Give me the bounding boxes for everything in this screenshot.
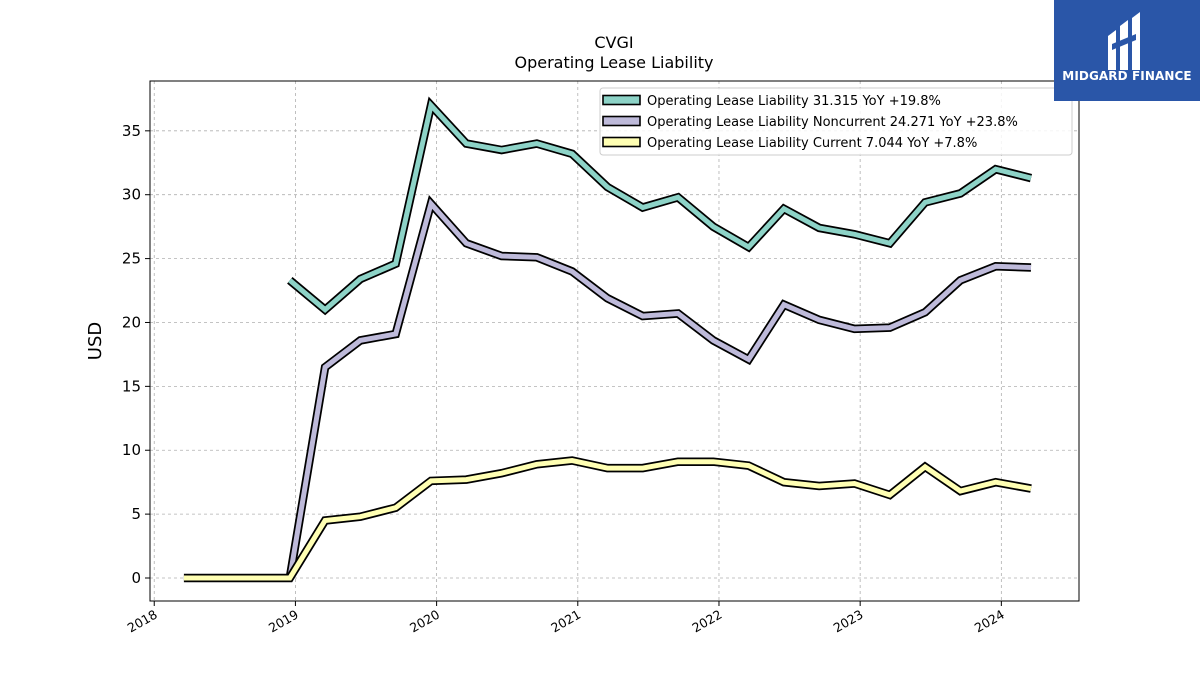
y-tick-label: 10: [122, 441, 141, 459]
series-line-0: [288, 100, 1032, 313]
chart-subtitle: Operating Lease Liability: [514, 53, 713, 72]
x-tick-label: 2024: [972, 607, 1007, 636]
legend-swatch: [602, 94, 641, 106]
y-tick-label: 30: [122, 186, 141, 204]
brand-logo: MIDGARD FINANCE: [1054, 0, 1200, 101]
legend-box: [599, 87, 1073, 156]
plot-frame: [149, 80, 1080, 602]
y-tick-label: 0: [131, 569, 141, 587]
series-line-2: [183, 457, 1032, 581]
chart-title: CVGI: [594, 33, 633, 52]
y-tick-label: 20: [122, 313, 141, 331]
series-outline-2: [183, 456, 1032, 583]
series-line-1: [287, 198, 1032, 579]
y-tick-label: 25: [122, 250, 141, 268]
x-tick-label: 2018: [125, 607, 160, 636]
series-outline-1: [285, 195, 1032, 579]
gridlines: [150, 81, 1079, 601]
brand-name: MIDGARD FINANCE: [1062, 69, 1192, 83]
legend-swatch: [602, 115, 641, 127]
y-tick-label: 15: [122, 377, 141, 395]
legend-entry: Operating Lease Liability Current 7.044 …: [647, 136, 977, 151]
x-tick-label: 2022: [689, 607, 724, 636]
x-tick-label: 2023: [831, 607, 866, 636]
legend-swatch: [602, 136, 641, 148]
x-tick-label: 2020: [407, 607, 442, 636]
x-axis: 2018 2019 2020 2021 2022 2023 2024: [125, 601, 1007, 636]
y-axis: 0 5 10 15 20 25 30 35: [122, 122, 150, 587]
y-tick-label: 5: [131, 505, 141, 523]
brand-mark-icon: [1108, 12, 1140, 70]
legend-entry: Operating Lease Liability 31.315 YoY +19…: [647, 94, 941, 109]
y-axis-label: USD: [85, 322, 106, 360]
x-tick-label: 2021: [548, 607, 583, 636]
series-lines: [183, 96, 1033, 583]
legend: Operating Lease Liability 31.315 YoY +19…: [599, 87, 1073, 156]
legend-entry: Operating Lease Liability Noncurrent 24.…: [647, 115, 1018, 130]
y-tick-label: 35: [122, 122, 141, 140]
x-tick-label: 2019: [266, 607, 301, 636]
